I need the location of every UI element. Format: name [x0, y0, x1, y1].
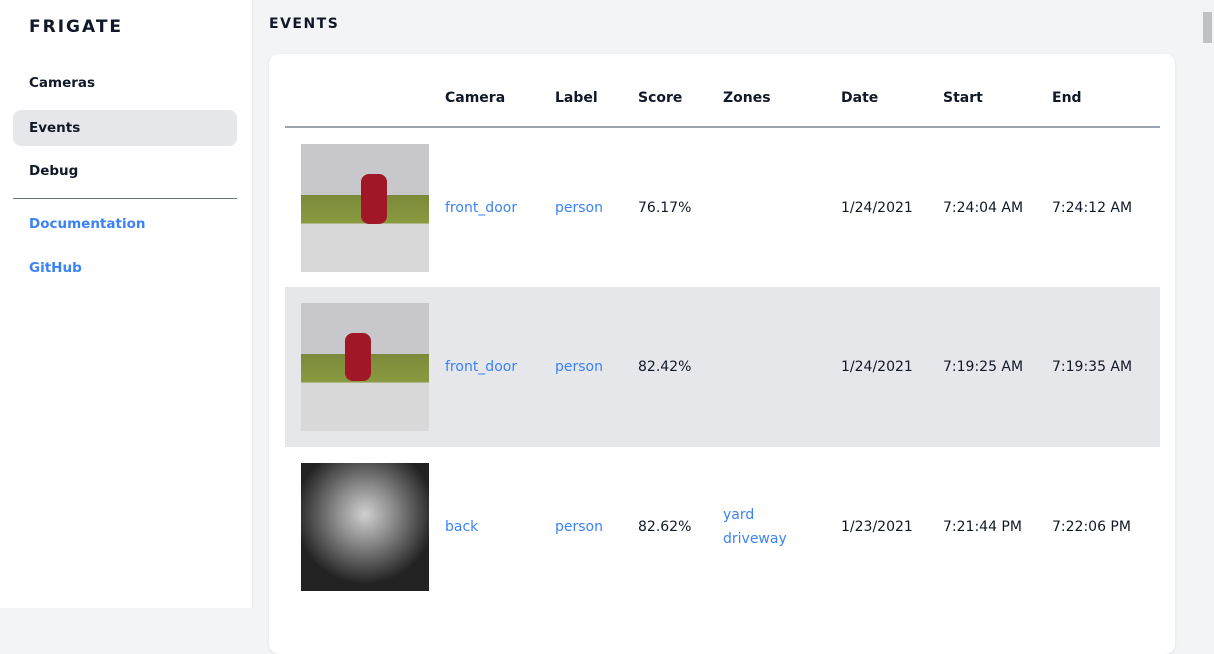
zone-link[interactable]: yard	[723, 507, 755, 523]
events-card: Camera Label Score Zones Date Start End …	[269, 54, 1175, 654]
event-thumbnail[interactable]	[301, 303, 429, 431]
table-row[interactable]: front_door person 76.17% 1/24/2021 7:24:…	[285, 127, 1160, 287]
label-link[interactable]: person	[555, 287, 638, 447]
page-title: EVENTS	[269, 16, 340, 32]
camera-link[interactable]: front_door	[445, 199, 518, 216]
sidebar: FRIGATE Cameras Events Debug Documentati…	[0, 0, 253, 608]
start-time: 7:24:04 AM	[943, 199, 1024, 216]
date: 1/23/2021	[841, 519, 913, 535]
documentation-link[interactable]: Documentation	[29, 216, 146, 232]
table-row[interactable]: front_door person 82.42% 1/24/2021 7:19:…	[285, 287, 1160, 447]
score: 82.42%	[638, 287, 723, 447]
table-row[interactable]: back person 82.62% yard driveway 1/23/202…	[285, 447, 1160, 607]
github-link[interactable]: GitHub	[29, 260, 82, 276]
zone-link[interactable]: driveway	[723, 531, 787, 547]
col-start: Start	[943, 70, 1052, 128]
sidebar-item-debug[interactable]: Debug	[29, 163, 79, 179]
sidebar-item-events[interactable]: Events	[13, 110, 237, 146]
start-time: 7:21:44 PM	[943, 519, 1022, 535]
sidebar-item-cameras[interactable]: Cameras	[29, 75, 96, 91]
zones	[723, 287, 841, 447]
app-logo: FRIGATE	[29, 17, 124, 37]
zones: yard driveway	[723, 447, 841, 607]
end-time: 7:24:12 AM	[1052, 199, 1133, 216]
sidebar-divider	[13, 198, 237, 199]
col-date: Date	[841, 70, 943, 128]
date: 1/24/2021	[841, 287, 943, 447]
col-zones: Zones	[723, 70, 841, 128]
score: 76.17%	[638, 199, 692, 216]
end-time: 7:19:35 AM	[1052, 287, 1160, 447]
col-score: Score	[638, 70, 723, 128]
camera-link[interactable]: back	[445, 519, 479, 535]
scrollbar-thumb[interactable]	[1203, 12, 1212, 43]
label-link[interactable]: person	[555, 519, 603, 535]
event-thumbnail[interactable]	[301, 143, 429, 272]
col-label: Label	[555, 70, 638, 128]
scrollbar[interactable]	[1200, 0, 1214, 608]
start-time: 7:19:25 AM	[943, 287, 1052, 447]
col-camera: Camera	[445, 70, 555, 128]
col-end: End	[1052, 70, 1160, 128]
camera-link[interactable]: front_door	[445, 287, 555, 447]
label-link[interactable]: person	[555, 199, 603, 216]
table-header: Camera Label Score Zones Date Start End	[285, 70, 1160, 128]
end-time: 7:22:06 PM	[1052, 519, 1131, 535]
score: 82.62%	[638, 519, 692, 535]
col-thumbnail	[285, 70, 445, 128]
events-table: Camera Label Score Zones Date Start End …	[285, 70, 1160, 607]
event-thumbnail[interactable]	[301, 463, 429, 591]
date: 1/24/2021	[841, 199, 913, 216]
zones	[723, 127, 841, 287]
